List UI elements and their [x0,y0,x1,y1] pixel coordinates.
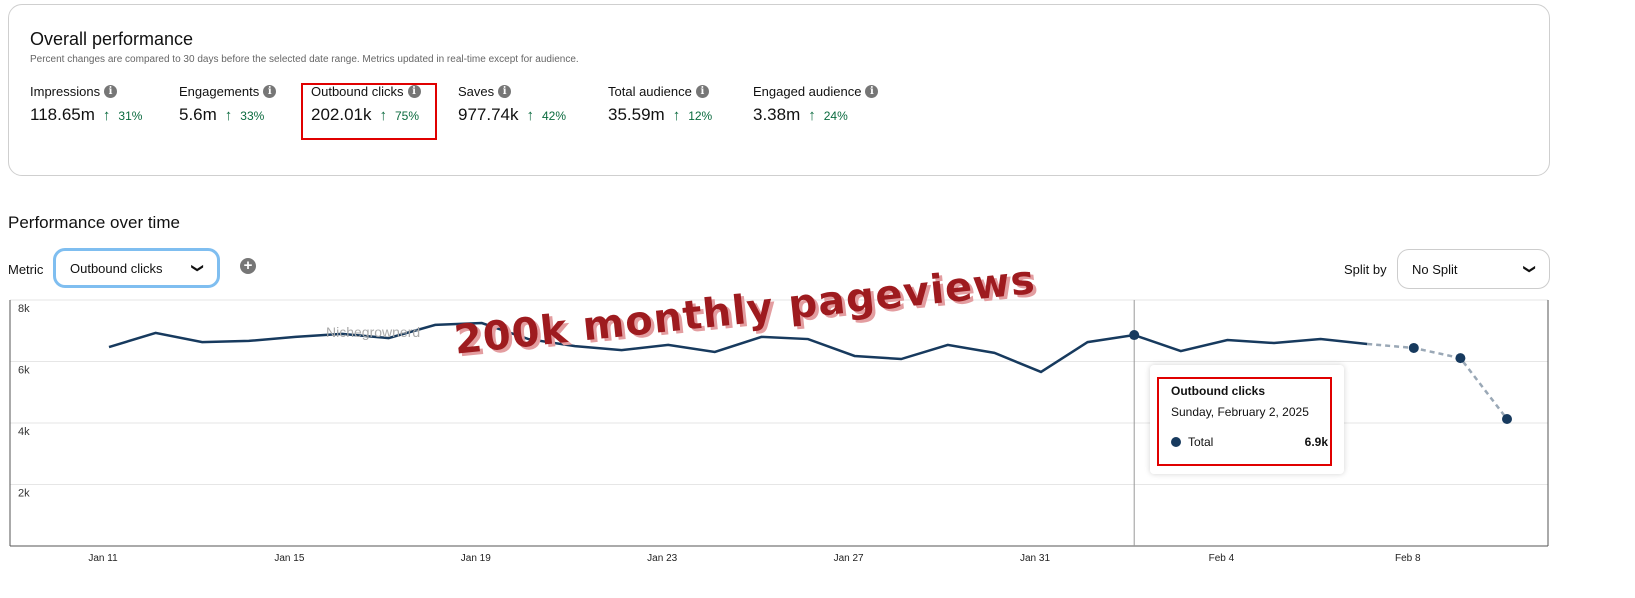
x-tick-label: Jan 19 [461,553,491,564]
metric-change: 24% [823,109,848,123]
metric-value: 118.65m [30,105,95,124]
metric-select-value: Outbound clicks [70,260,163,276]
y-tick-label: 6k [18,365,30,377]
overall-subtitle: Percent changes are compared to 30 days … [30,54,579,65]
overall-performance-card: Overall performance Percent changes are … [8,4,1550,176]
metric-value: 202.01k [311,105,372,124]
arrow-up-icon: ↑ [224,107,233,124]
y-tick-label: 2k [18,488,30,500]
tooltip-series: Total [1188,435,1214,449]
chart-tooltip: Outbound clicks Sunday, February 2, 2025… [1150,365,1344,474]
metric-change: 33% [240,109,265,123]
split-select[interactable]: No Split ❯ [1397,249,1550,289]
metric-select[interactable]: Outbound clicks ❯ [53,248,220,288]
metric-label: Engagements [179,84,260,99]
metric-engagements: Engagements i 5.6m ↑ 33% [179,84,277,125]
metric-impressions: Impressions i 118.65m ↑ 31% [30,84,142,125]
overall-title: Overall performance [30,29,194,49]
y-tick-label: 8k [18,303,30,315]
metric-label: Outbound clicks [311,84,404,99]
watermark: Nichegrownerd [326,324,421,340]
series-dot-icon [1171,437,1181,447]
x-tick-label: Jan 15 [274,553,304,564]
highlight-box-outbound [301,83,437,140]
arrow-up-icon: ↑ [379,107,388,124]
series-line-total [108,321,1368,374]
info-icon[interactable]: i [865,85,879,98]
metric-outbound-clicks: Outbound clicks i 202.01k ↑ 75% [311,84,421,125]
x-tick-label: Feb 8 [1395,553,1421,564]
data-point [1455,353,1466,364]
metric-label: Engaged audience [753,84,862,99]
series-line-projected [1367,342,1508,420]
metric-label: Metric [8,262,44,277]
x-tick-label: Jan 31 [1020,553,1050,564]
info-icon[interactable]: i [263,85,277,98]
data-point [1408,342,1419,353]
data-point [1502,414,1512,425]
arrow-up-icon: ↑ [526,107,535,124]
arrow-up-icon: ↑ [808,107,816,124]
x-tick-label: Jan 11 [88,553,118,564]
metric-value: 3.38m [753,105,801,124]
info-icon[interactable]: i [695,85,709,98]
x-tick-label: Jan 27 [834,553,864,564]
tooltip-title: Outbound clicks [1171,384,1266,398]
metric-change: 12% [688,109,713,123]
tooltip-value: 6.9k [1304,435,1328,449]
metric-value: 35.59m [608,105,665,124]
tooltip-date: Sunday, February 2, 2025 [1171,405,1309,419]
x-tick-label: Jan 23 [647,553,677,564]
metric-engaged-audience: Engaged audience i 3.38m ↑ 24% [753,84,879,125]
metric-value: 5.6m [179,105,217,124]
metric-value: 977.74k [458,105,519,124]
arrow-up-icon: ↑ [102,107,111,124]
info-icon[interactable]: i [104,85,118,98]
arrow-up-icon: ↑ [672,107,681,124]
info-icon[interactable]: i [498,85,512,98]
metric-label: Saves [458,84,495,99]
add-metric-button[interactable]: + [240,258,256,274]
metric-label: Impressions [30,84,101,99]
split-by-label: Split by [1344,262,1387,277]
metric-total-audience: Total audience i 35.59m ↑ 12% [608,84,712,125]
metric-saves: Saves i 977.74k ↑ 42% [458,84,566,125]
info-icon[interactable]: i [407,85,421,98]
y-tick-label: 4k [18,426,30,438]
split-select-value: No Split [1412,261,1458,277]
metric-change: 42% [542,109,567,123]
metric-label: Total audience [608,84,692,99]
metric-change: 31% [118,109,143,123]
highlight-box-tooltip [1157,377,1332,466]
x-tick-label: Feb 4 [1209,553,1235,564]
metric-change: 75% [395,109,420,123]
data-point [1129,330,1140,341]
performance-over-time-title: Performance over time [8,213,180,232]
